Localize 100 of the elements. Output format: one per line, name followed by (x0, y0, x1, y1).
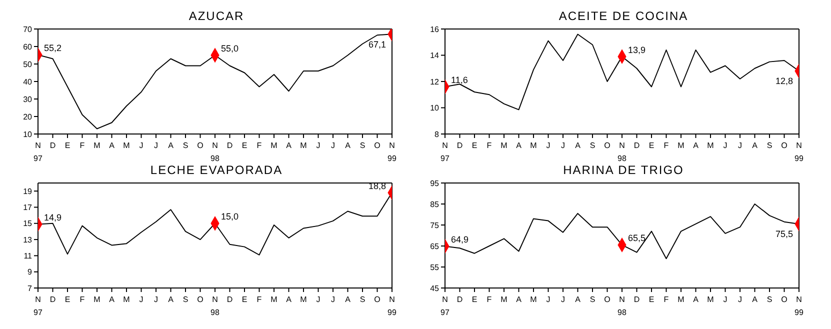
x-tick-label: M (707, 295, 714, 304)
annotation: 13,9 (628, 44, 646, 55)
x-tick-label: J (546, 141, 550, 150)
x-tick-label: S (766, 141, 772, 150)
y-tick-label: 40 (23, 77, 33, 86)
x-tick-label: D (634, 141, 640, 150)
x-tick-label: A (575, 295, 582, 304)
x-tick-label: S (360, 141, 366, 150)
x-tick-label: J (561, 141, 565, 150)
x-tick-label: N 98 (618, 295, 627, 317)
x-tick-label: J (561, 295, 565, 304)
y-tick-label: 19 (23, 186, 33, 196)
x-tick-label: E (648, 295, 654, 304)
x-tick-label: N 97 (440, 295, 450, 317)
x-tick-label: S (182, 141, 188, 150)
x-tick-label: A (752, 295, 758, 304)
x-tick-label: J (139, 295, 144, 304)
chart-title: AZUCAR (188, 8, 246, 24)
annotation: 12,8 (775, 76, 793, 86)
annotation: 11,6 (451, 74, 468, 85)
x-tick-label: A (109, 295, 116, 304)
x-tick-label: M (500, 295, 508, 304)
x-tick-label: A (693, 141, 700, 150)
x-tick-label: N 99 (794, 295, 804, 317)
x-tick-label: N 98 (210, 295, 220, 317)
y-tick-label: 50 (23, 60, 33, 69)
x-tick-label: J (738, 141, 742, 150)
x-tick-label: J (154, 141, 158, 150)
x-tick-label: N 99 (388, 295, 397, 317)
x-tick-label: J (723, 141, 728, 150)
y-tick-label: 55 (430, 262, 440, 272)
y-tick-label: 75 (430, 220, 440, 230)
x-tick-label: F (80, 141, 85, 150)
x-tick-label: A (286, 295, 292, 304)
x-tick-label: O (197, 141, 204, 150)
x-tick-label: M (270, 295, 278, 304)
x-tick-label: M (678, 141, 685, 150)
chart-title: HARINA DE TRIGO (562, 162, 685, 178)
x-tick-label: S (766, 295, 772, 304)
y-tick-label: 7 (28, 284, 33, 293)
x-tick-label: J (139, 141, 144, 150)
x-tick-label: F (664, 141, 669, 150)
y-tick-label: 60 (23, 42, 33, 52)
y-tick-label: 13 (23, 235, 33, 244)
x-tick-label: M (300, 295, 308, 304)
x-tick-label: N 99 (388, 141, 397, 163)
chart-title: ACEITE DE COCINA (558, 8, 690, 24)
x-tick-label: D (456, 295, 463, 304)
x-tick-label: E (64, 295, 70, 304)
x-tick-label: E (64, 141, 70, 150)
x-tick-label: F (664, 295, 669, 304)
x-tick-label: N 97 (440, 141, 450, 163)
x-tick-label: O (604, 141, 610, 150)
x-tick-label: A (516, 295, 522, 304)
y-tick-label: 85 (430, 200, 440, 209)
y-tick-label: 17 (23, 203, 33, 212)
annotation: 67,1 (368, 39, 386, 50)
x-tick-label: S (360, 295, 366, 304)
y-tick-label: 15 (23, 219, 33, 228)
chart-title: LECHE EVAPORADA (149, 162, 284, 178)
x-tick-label: E (648, 141, 654, 150)
x-tick-label: E (242, 141, 248, 150)
y-tick-label: 16 (430, 24, 440, 34)
x-tick-label: A (575, 141, 582, 150)
x-tick-label: O (374, 295, 380, 304)
x-tick-label: A (693, 295, 700, 304)
x-tick-label: S (182, 295, 188, 304)
y-tick-label: 10 (23, 130, 33, 139)
x-tick-label: A (168, 295, 174, 304)
x-tick-label: A (168, 141, 174, 150)
x-tick-label: M (530, 295, 538, 304)
x-tick-label: D (456, 141, 463, 150)
x-tick-label: A (345, 295, 352, 304)
annotation: 14,9 (44, 212, 62, 222)
x-tick-label: M (94, 295, 101, 304)
y-tick-label: 20 (23, 112, 33, 122)
y-tick-label: 11 (24, 252, 33, 261)
x-tick-label: A (516, 141, 522, 150)
x-tick-label: O (604, 295, 610, 304)
x-tick-label: O (781, 295, 788, 304)
x-tick-label: M (500, 141, 508, 150)
y-tick-label: 9 (28, 268, 33, 277)
x-tick-label: D (226, 295, 233, 304)
x-tick-label: N 98 (618, 141, 627, 163)
x-tick-label: F (256, 141, 262, 150)
annotation: 65,5 (628, 233, 646, 244)
x-tick-label: M (123, 295, 130, 304)
x-tick-label: J (723, 295, 728, 304)
y-tick-label: 12 (430, 77, 440, 86)
x-tick-label: A (345, 141, 352, 150)
y-tick-label: 30 (23, 94, 33, 104)
x-tick-label: F (486, 141, 492, 150)
x-tick-label: N 99 (794, 141, 804, 163)
x-tick-label: E (472, 295, 478, 304)
x-tick-label: F (80, 295, 85, 304)
y-tick-label: 95 (430, 178, 440, 188)
x-tick-label: A (752, 141, 758, 150)
x-tick-label: N 97 (34, 141, 43, 163)
x-tick-label: D (50, 141, 56, 150)
x-tick-label: F (486, 295, 492, 304)
